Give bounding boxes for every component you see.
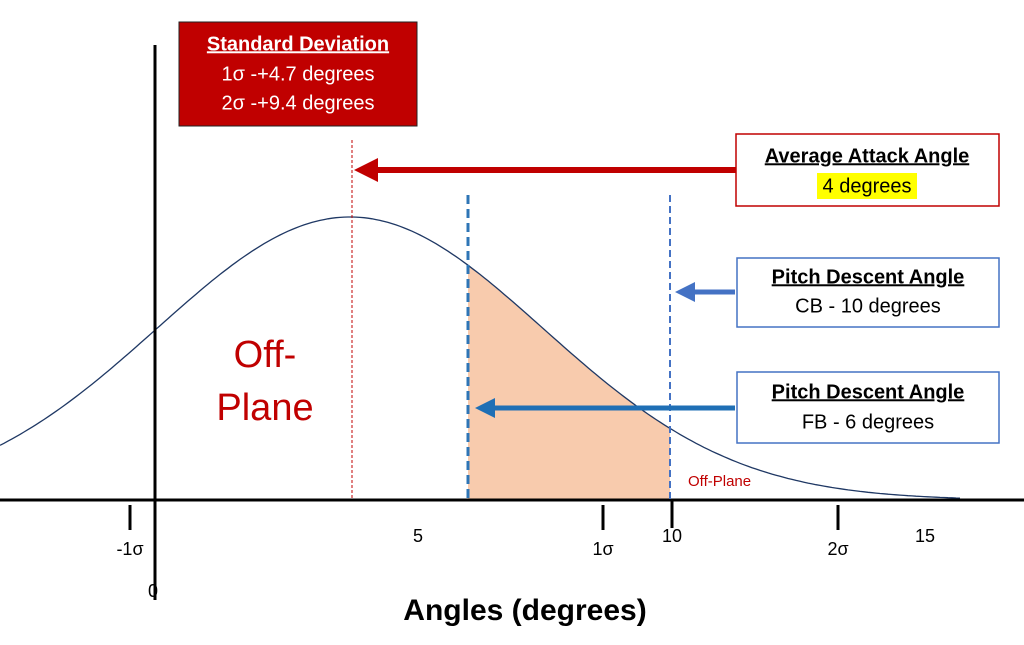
sd-box (178, 21, 418, 127)
pitch-value: FB - 6 degrees (802, 411, 934, 433)
sd-line: 2σ -+9.4 degrees (222, 92, 375, 114)
region-label: Plane (216, 387, 313, 429)
tick-label: 2σ (827, 539, 848, 559)
sd-line: 1σ -+4.7 degrees (222, 63, 375, 85)
pitch-value: CB - 10 degrees (795, 295, 941, 317)
ticks (128, 500, 840, 530)
attack-value: 4 degrees (823, 175, 912, 197)
tick-label: 1σ (592, 539, 613, 559)
pitch-title: Pitch Descent Angle (772, 381, 965, 403)
tick-label: -1σ (116, 539, 143, 559)
tick-label: 15 (915, 526, 935, 546)
axis-title: Angles (degrees) (403, 594, 646, 627)
shaded-region (468, 265, 670, 500)
tick-label: 0 (148, 581, 158, 601)
attack-title: Average Attack Angle (765, 145, 970, 167)
pitch-box (736, 371, 1000, 444)
bell-curve (0, 216, 961, 499)
pitch-box (736, 257, 1000, 328)
tick-label: 10 (662, 526, 682, 546)
tick-label: 5 (413, 526, 423, 546)
pitch-title: Pitch Descent Angle (772, 266, 965, 288)
region-label: Off- (234, 334, 297, 376)
small-label: Off-Plane (688, 473, 751, 490)
sd-title: Standard Deviation (207, 33, 389, 55)
highlight (817, 173, 917, 199)
